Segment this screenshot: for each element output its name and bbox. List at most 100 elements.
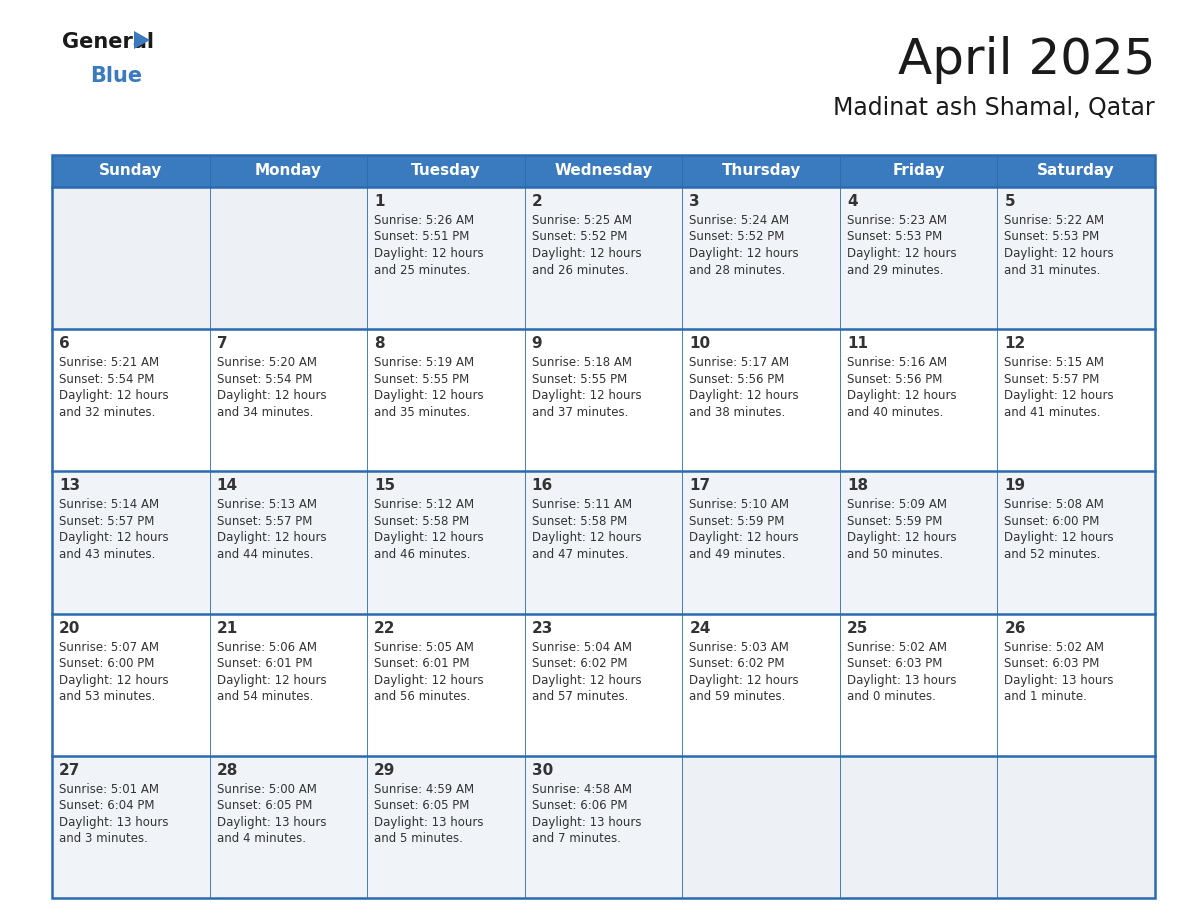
Text: 1: 1 bbox=[374, 194, 385, 209]
Text: Sunrise: 5:20 AM: Sunrise: 5:20 AM bbox=[216, 356, 316, 369]
Text: Daylight: 12 hours: Daylight: 12 hours bbox=[216, 389, 327, 402]
Text: Sunset: 5:58 PM: Sunset: 5:58 PM bbox=[374, 515, 469, 528]
Text: and 59 minutes.: and 59 minutes. bbox=[689, 690, 785, 703]
Bar bbox=[367, 155, 525, 187]
Text: Sunset: 6:01 PM: Sunset: 6:01 PM bbox=[216, 657, 312, 670]
Text: April 2025: April 2025 bbox=[897, 36, 1155, 84]
Bar bbox=[209, 330, 367, 472]
Text: and 52 minutes.: and 52 minutes. bbox=[1004, 548, 1101, 561]
Text: Sunday: Sunday bbox=[99, 163, 163, 178]
Text: Sunrise: 5:12 AM: Sunrise: 5:12 AM bbox=[374, 498, 474, 511]
Text: and 37 minutes.: and 37 minutes. bbox=[532, 406, 628, 419]
Text: 4: 4 bbox=[847, 194, 858, 209]
Bar bbox=[209, 472, 367, 613]
Text: General: General bbox=[62, 32, 154, 52]
Text: Sunrise: 5:15 AM: Sunrise: 5:15 AM bbox=[1004, 356, 1105, 369]
Text: and 53 minutes.: and 53 minutes. bbox=[59, 690, 156, 703]
Text: Daylight: 13 hours: Daylight: 13 hours bbox=[374, 816, 484, 829]
Text: and 47 minutes.: and 47 minutes. bbox=[532, 548, 628, 561]
Bar bbox=[682, 613, 840, 756]
Text: Sunrise: 4:59 AM: Sunrise: 4:59 AM bbox=[374, 783, 474, 796]
Text: Sunset: 6:05 PM: Sunset: 6:05 PM bbox=[216, 800, 312, 812]
Text: Daylight: 12 hours: Daylight: 12 hours bbox=[689, 247, 798, 260]
Text: Daylight: 13 hours: Daylight: 13 hours bbox=[1004, 674, 1114, 687]
Text: 13: 13 bbox=[59, 478, 80, 493]
Text: Daylight: 13 hours: Daylight: 13 hours bbox=[216, 816, 326, 829]
Text: and 5 minutes.: and 5 minutes. bbox=[374, 833, 463, 845]
Bar bbox=[367, 330, 525, 472]
Bar bbox=[367, 613, 525, 756]
Text: 26: 26 bbox=[1004, 621, 1026, 635]
Bar bbox=[367, 187, 525, 330]
Text: 17: 17 bbox=[689, 478, 710, 493]
Text: Sunrise: 5:08 AM: Sunrise: 5:08 AM bbox=[1004, 498, 1105, 511]
Text: Sunset: 6:00 PM: Sunset: 6:00 PM bbox=[1004, 515, 1100, 528]
Text: Sunset: 5:51 PM: Sunset: 5:51 PM bbox=[374, 230, 469, 243]
Text: Sunset: 6:06 PM: Sunset: 6:06 PM bbox=[532, 800, 627, 812]
Text: 2: 2 bbox=[532, 194, 543, 209]
Text: 20: 20 bbox=[59, 621, 81, 635]
Bar bbox=[52, 330, 209, 472]
Bar bbox=[840, 613, 998, 756]
Text: Sunset: 6:04 PM: Sunset: 6:04 PM bbox=[59, 800, 154, 812]
Text: Sunrise: 5:18 AM: Sunrise: 5:18 AM bbox=[532, 356, 632, 369]
Text: Sunset: 5:55 PM: Sunset: 5:55 PM bbox=[532, 373, 627, 386]
Bar bbox=[525, 756, 682, 898]
Text: and 49 minutes.: and 49 minutes. bbox=[689, 548, 785, 561]
Text: Daylight: 12 hours: Daylight: 12 hours bbox=[59, 674, 169, 687]
Text: Sunrise: 5:16 AM: Sunrise: 5:16 AM bbox=[847, 356, 947, 369]
Bar bbox=[998, 472, 1155, 613]
Bar bbox=[682, 155, 840, 187]
Text: Sunset: 5:54 PM: Sunset: 5:54 PM bbox=[216, 373, 312, 386]
Text: Sunset: 5:59 PM: Sunset: 5:59 PM bbox=[847, 515, 942, 528]
Text: Sunrise: 5:10 AM: Sunrise: 5:10 AM bbox=[689, 498, 789, 511]
Text: 25: 25 bbox=[847, 621, 868, 635]
Text: Daylight: 12 hours: Daylight: 12 hours bbox=[689, 389, 798, 402]
Text: Daylight: 12 hours: Daylight: 12 hours bbox=[1004, 532, 1114, 544]
Text: 27: 27 bbox=[59, 763, 81, 778]
Text: Daylight: 12 hours: Daylight: 12 hours bbox=[1004, 247, 1114, 260]
Bar bbox=[525, 613, 682, 756]
Text: Sunset: 6:03 PM: Sunset: 6:03 PM bbox=[847, 657, 942, 670]
Text: Daylight: 12 hours: Daylight: 12 hours bbox=[59, 389, 169, 402]
Text: Daylight: 12 hours: Daylight: 12 hours bbox=[216, 674, 327, 687]
Text: Daylight: 12 hours: Daylight: 12 hours bbox=[532, 674, 642, 687]
Text: and 4 minutes.: and 4 minutes. bbox=[216, 833, 305, 845]
Text: Sunrise: 5:24 AM: Sunrise: 5:24 AM bbox=[689, 214, 789, 227]
Text: Daylight: 12 hours: Daylight: 12 hours bbox=[532, 532, 642, 544]
Text: Sunrise: 5:02 AM: Sunrise: 5:02 AM bbox=[847, 641, 947, 654]
Text: and 26 minutes.: and 26 minutes. bbox=[532, 263, 628, 276]
Text: 9: 9 bbox=[532, 336, 543, 352]
Text: 30: 30 bbox=[532, 763, 552, 778]
Text: Sunrise: 5:05 AM: Sunrise: 5:05 AM bbox=[374, 641, 474, 654]
Text: Sunset: 5:52 PM: Sunset: 5:52 PM bbox=[532, 230, 627, 243]
Text: and 32 minutes.: and 32 minutes. bbox=[59, 406, 156, 419]
Text: and 34 minutes.: and 34 minutes. bbox=[216, 406, 312, 419]
Text: Daylight: 12 hours: Daylight: 12 hours bbox=[59, 532, 169, 544]
Bar bbox=[840, 756, 998, 898]
Text: Sunset: 5:57 PM: Sunset: 5:57 PM bbox=[59, 515, 154, 528]
Text: Sunrise: 5:03 AM: Sunrise: 5:03 AM bbox=[689, 641, 789, 654]
Text: and 40 minutes.: and 40 minutes. bbox=[847, 406, 943, 419]
Text: Sunrise: 4:58 AM: Sunrise: 4:58 AM bbox=[532, 783, 632, 796]
Text: and 50 minutes.: and 50 minutes. bbox=[847, 548, 943, 561]
Text: Daylight: 13 hours: Daylight: 13 hours bbox=[847, 674, 956, 687]
Bar bbox=[840, 187, 998, 330]
Text: Daylight: 12 hours: Daylight: 12 hours bbox=[374, 532, 484, 544]
Text: and 56 minutes.: and 56 minutes. bbox=[374, 690, 470, 703]
Text: Sunrise: 5:13 AM: Sunrise: 5:13 AM bbox=[216, 498, 316, 511]
Text: Sunset: 5:56 PM: Sunset: 5:56 PM bbox=[689, 373, 784, 386]
Text: Daylight: 12 hours: Daylight: 12 hours bbox=[216, 532, 327, 544]
Text: and 1 minute.: and 1 minute. bbox=[1004, 690, 1087, 703]
Text: 18: 18 bbox=[847, 478, 868, 493]
Text: Sunset: 6:00 PM: Sunset: 6:00 PM bbox=[59, 657, 154, 670]
Bar bbox=[52, 756, 209, 898]
Text: Sunset: 5:52 PM: Sunset: 5:52 PM bbox=[689, 230, 784, 243]
Text: 12: 12 bbox=[1004, 336, 1025, 352]
Text: Sunrise: 5:11 AM: Sunrise: 5:11 AM bbox=[532, 498, 632, 511]
Text: Sunset: 5:53 PM: Sunset: 5:53 PM bbox=[1004, 230, 1100, 243]
Text: 28: 28 bbox=[216, 763, 238, 778]
Bar bbox=[367, 472, 525, 613]
Text: Daylight: 12 hours: Daylight: 12 hours bbox=[847, 247, 956, 260]
Text: Sunset: 5:54 PM: Sunset: 5:54 PM bbox=[59, 373, 154, 386]
